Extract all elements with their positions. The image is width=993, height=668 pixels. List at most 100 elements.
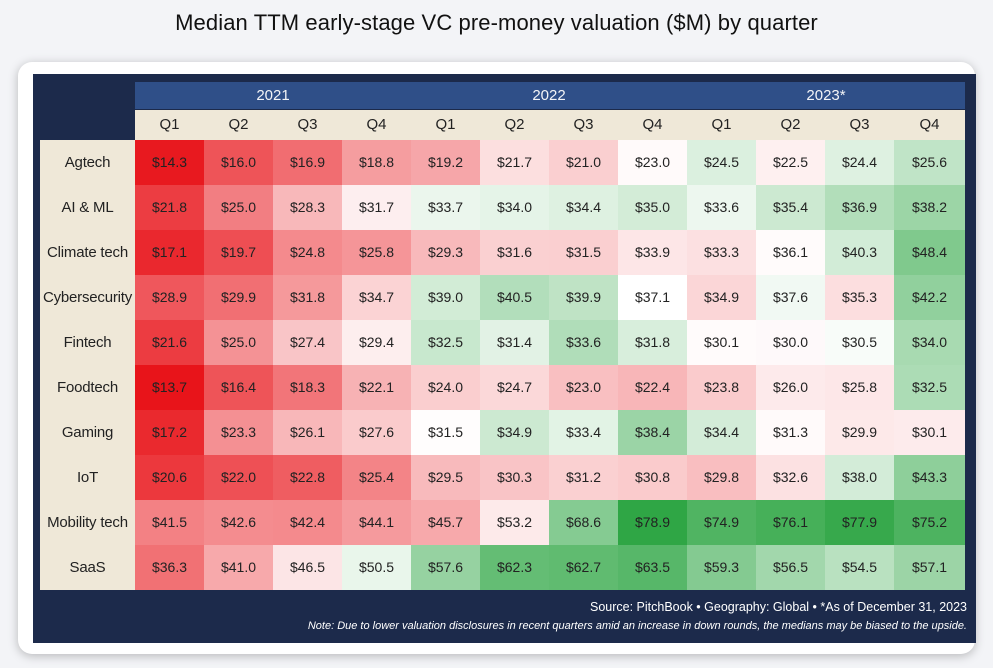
heatmap-cell: $46.5: [273, 545, 342, 590]
heatmap-cell: $33.6: [549, 320, 618, 365]
heatmap-cell: $41.5: [135, 500, 204, 545]
year-header: 2021: [256, 87, 290, 104]
heatmap-cell: $34.7: [342, 275, 411, 320]
heatmap-cell: $22.5: [756, 140, 825, 185]
heatmap-cell: $25.8: [825, 365, 894, 410]
source-note: Source: PitchBook • Geography: Global • …: [589, 600, 967, 614]
row-label: AI & ML: [40, 185, 135, 230]
heatmap-cell: $19.2: [411, 140, 480, 185]
heatmap-cell: $56.5: [756, 545, 825, 590]
heatmap-cell: $21.6: [135, 320, 204, 365]
heatmap-cell: $43.3: [894, 455, 965, 500]
heatmap-cell: $78.9: [618, 500, 687, 545]
row-label: Mobility tech: [40, 500, 135, 545]
heatmap-cell: $22.8: [273, 455, 342, 500]
heatmap-cell: $28.9: [135, 275, 204, 320]
heatmap-cell: $50.5: [342, 545, 411, 590]
row-label: Climate tech: [40, 230, 135, 275]
heatmap-cell: $34.4: [549, 185, 618, 230]
heatmap-cell: $34.9: [687, 275, 756, 320]
heatmap-cell: $32.5: [411, 320, 480, 365]
heatmap-cell: $29.3: [411, 230, 480, 275]
heatmap-cell: $38.4: [618, 410, 687, 455]
row-labels: Agtech AI & ML Climate tech Cybersecurity Fi…: [40, 140, 135, 590]
heatmap-cell: $30.1: [894, 410, 965, 455]
row-label: SaaS: [40, 545, 135, 590]
heatmap-cell: $33.4: [549, 410, 618, 455]
heatmap-cell: $29.9: [204, 275, 273, 320]
heatmap-cell: $54.5: [825, 545, 894, 590]
heatmap-cell: $30.5: [825, 320, 894, 365]
heatmap-cell: $24.5: [687, 140, 756, 185]
heatmap-cell: $25.8: [342, 230, 411, 275]
heatmap-cell: $30.8: [618, 455, 687, 500]
heatmap-cell: $30.3: [480, 455, 549, 500]
quarter-header: Q1: [435, 116, 456, 133]
heatmap-cell: $25.6: [894, 140, 965, 185]
heatmap-grid: $14.3 $16.0 $16.9 $18.8 $19.2 $21.7 $21.0 $23.0…: [135, 140, 965, 590]
quarter-header: Q2: [780, 116, 801, 133]
heatmap-cell: $42.2: [894, 275, 965, 320]
year-header-row: 2021 2022 2023*: [135, 82, 965, 109]
heatmap-cell: $48.4: [894, 230, 965, 275]
heatmap-cell: $33.6: [687, 185, 756, 230]
heatmap-cell: $36.3: [135, 545, 204, 590]
row-label: Gaming: [40, 410, 135, 455]
heatmap-cell: $57.6: [411, 545, 480, 590]
heatmap-cell: $16.9: [273, 140, 342, 185]
chart-title: Median TTM early-stage VC pre-money valu…: [175, 10, 818, 35]
quarter-header: Q2: [228, 116, 249, 133]
heatmap-cell: $23.8: [687, 365, 756, 410]
heatmap-cell: $22.0: [204, 455, 273, 500]
year-header: 2023*: [806, 87, 846, 104]
quarter-header: Q3: [849, 116, 870, 133]
heatmap-cell: $36.1: [756, 230, 825, 275]
heatmap-cell: $21.7: [480, 140, 549, 185]
heatmap-cell: $59.3: [687, 545, 756, 590]
heatmap-cell: $75.2: [894, 500, 965, 545]
year-header: 2022: [532, 87, 566, 104]
heatmap-cell: $17.1: [135, 230, 204, 275]
heatmap-cell: $42.6: [204, 500, 273, 545]
heatmap-cell: $34.0: [894, 320, 965, 365]
heatmap-cell: $30.0: [756, 320, 825, 365]
heatmap-cell: $31.3: [756, 410, 825, 455]
heatmap-cell: $16.0: [204, 140, 273, 185]
heatmap-cell: $39.9: [549, 275, 618, 320]
footnote: Note: Due to lower valuation disclosures…: [307, 620, 967, 632]
heatmap-cell: $68.6: [549, 500, 618, 545]
heatmap-cell: $40.5: [480, 275, 549, 320]
row-label: Cybersecurity: [40, 275, 135, 320]
heatmap-cell: $27.6: [342, 410, 411, 455]
heatmap-cell: $32.5: [894, 365, 965, 410]
quarter-header: Q1: [159, 116, 180, 133]
heatmap-cell: $14.3: [135, 140, 204, 185]
quarter-header: Q3: [573, 116, 594, 133]
heatmap-cell: $62.7: [549, 545, 618, 590]
row-label: Agtech: [40, 140, 135, 185]
heatmap-cell: $23.0: [618, 140, 687, 185]
heatmap-cell: $76.1: [756, 500, 825, 545]
heatmap-cell: $74.9: [687, 500, 756, 545]
heatmap-cell: $42.4: [273, 500, 342, 545]
heatmap-cell: $35.0: [618, 185, 687, 230]
heatmap-cell: $28.3: [273, 185, 342, 230]
heatmap-cell: $16.4: [204, 365, 273, 410]
heatmap-cell: $31.8: [618, 320, 687, 365]
heatmap-cell: $32.6: [756, 455, 825, 500]
heatmap-cell: $34.9: [480, 410, 549, 455]
quarter-header: Q3: [297, 116, 318, 133]
heatmap-cell: $37.1: [618, 275, 687, 320]
heatmap-cell: $21.8: [135, 185, 204, 230]
heatmap-cell: $33.3: [687, 230, 756, 275]
heatmap-cell: $44.1: [342, 500, 411, 545]
heatmap-cell: $25.0: [204, 185, 273, 230]
heatmap-cell: $36.9: [825, 185, 894, 230]
heatmap-cell: $38.2: [894, 185, 965, 230]
heatmap-cell: $23.3: [204, 410, 273, 455]
heatmap-cell: $24.8: [273, 230, 342, 275]
heatmap-cell: $31.6: [480, 230, 549, 275]
heatmap-cell: $41.0: [204, 545, 273, 590]
heatmap-cell: $24.7: [480, 365, 549, 410]
heatmap-cell: $31.2: [549, 455, 618, 500]
